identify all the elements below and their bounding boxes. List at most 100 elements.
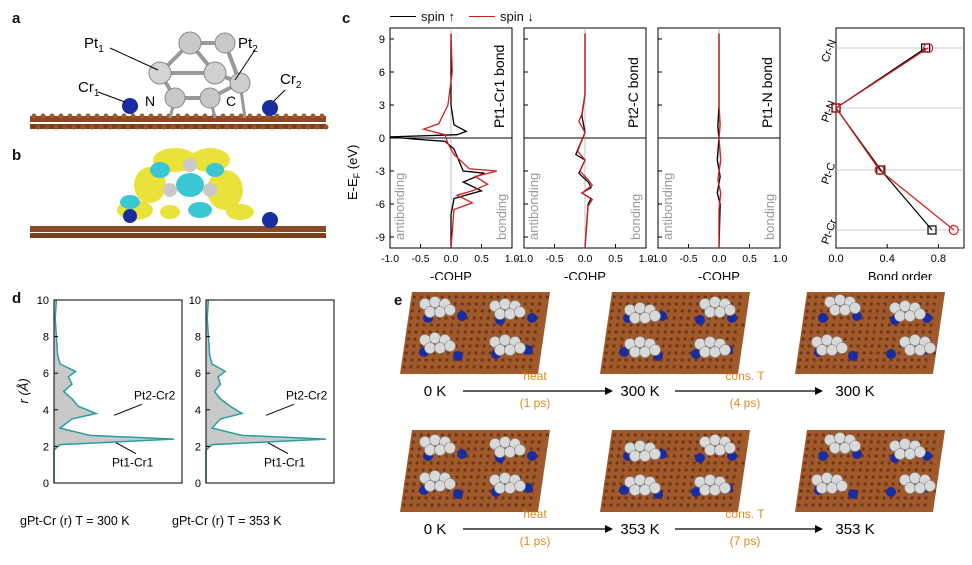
cohp-panel-3: -1.0 -0.5 0.0 0.5 1.0 -COHP antibonding bonding…: [649, 27, 787, 280]
pt-atom: [634, 440, 646, 452]
cr-atom: [695, 315, 705, 325]
pt-atom: [424, 444, 436, 456]
cohp-series-spin-up: [716, 33, 721, 249]
pt-atom: [834, 294, 846, 306]
panel-label-e: e: [394, 292, 403, 309]
cohp-xtick-label: 0.0: [578, 253, 593, 265]
svg-text:E-EF (eV): E-EF (eV): [345, 145, 362, 200]
pt-atom: [821, 334, 833, 346]
pt-atom: [499, 436, 511, 448]
rdf-ytick-label: 6: [195, 368, 201, 380]
step-heat-time: (1 ps): [520, 534, 551, 548]
pt-atom: [826, 344, 838, 356]
pt-atom: [434, 306, 446, 318]
pt-atom: [634, 302, 646, 314]
rdf-ytick-label: 0: [43, 478, 49, 490]
rdf-ytick-label: 10: [37, 295, 49, 307]
pt-atom: [724, 304, 736, 316]
cr-atom: [453, 351, 463, 361]
annotation-leader-pt1-cr1: [115, 442, 137, 455]
pt-atom: [714, 306, 726, 318]
temp-mid: 353 K: [620, 521, 659, 538]
cohp-ylabel: E-EF (eV): [345, 145, 362, 200]
cohp-xlabel: -COHP: [564, 269, 606, 280]
bond-order-marker-spin-down: [948, 224, 959, 236]
pt-atom: [444, 478, 456, 490]
step-const-t-time: (4 ps): [730, 396, 761, 410]
pt-atom: [494, 446, 506, 458]
bond-title: Pt1-N bond: [759, 57, 775, 128]
pt-atom: [429, 332, 441, 344]
pt-atom: [909, 472, 921, 484]
legend-swatch-spin-up: [390, 15, 416, 18]
cohp-xtick-label: 0.0: [712, 253, 727, 265]
pt-atom: [504, 482, 516, 494]
bond-order-marker-spin-down: [874, 164, 885, 176]
pt-atom: [639, 450, 651, 462]
panel-b-charge-density: [30, 148, 326, 238]
pt-atom: [504, 308, 516, 320]
md-snapshot-r2-1: [400, 430, 550, 512]
pt-atom: [429, 296, 441, 308]
temp-end: 353 K: [835, 521, 874, 538]
temp-end: 300 K: [835, 383, 874, 400]
bond-order-xtick-label: 0.8: [931, 253, 946, 265]
pt-atom: [434, 342, 446, 354]
rdf-ytick-label: 0: [195, 478, 201, 490]
pt-atom: [914, 308, 926, 320]
cohp-series-spin-down: [576, 33, 594, 249]
cohp-xtick-label: -1.0: [515, 253, 533, 265]
pt-atom: [649, 482, 661, 494]
pt-atom: [629, 450, 641, 462]
pt-atom: [904, 310, 916, 322]
arrowhead-heat: [605, 525, 613, 533]
annotation-pt1-cr1: Pt1-Cr1: [112, 456, 154, 470]
pt-atom: [899, 300, 911, 312]
cohp-xtick-label: -0.5: [411, 253, 429, 265]
cr-atom: [527, 451, 537, 461]
pt-atom: [839, 442, 851, 454]
cr-atom: [848, 351, 858, 361]
bonding-label: bonding: [628, 194, 643, 240]
pt-atom: [719, 344, 731, 356]
pt-atom: [909, 334, 921, 346]
pt-atom: [704, 474, 716, 486]
cohp-ytick-label: 9: [379, 34, 385, 46]
pt-atom: [494, 344, 506, 356]
pt-atom: [649, 310, 661, 322]
md-snapshot-r2-3: [795, 430, 945, 512]
md-snapshot-r1-1: [400, 292, 550, 374]
atom-label-pt2: Pt2: [238, 35, 258, 55]
pt-atom: [444, 442, 456, 454]
md-snapshots: 0 K 300 K 300 K heat (1 ps) cons. T (4 ps) 0 K 3…: [400, 292, 945, 548]
pt-atom: [634, 336, 646, 348]
panel-a-structure: Pt1 Pt2 Cr1 Cr2 N C: [30, 31, 329, 130]
step-heat-label: heat: [523, 507, 547, 521]
annotation-leader-pt2-cr2: [265, 403, 295, 416]
md-snapshot-r1-2: [600, 292, 750, 374]
pt-atom: [699, 484, 711, 496]
pt-atom: [499, 334, 511, 346]
pt-atom: [494, 482, 506, 494]
temp-start: 0 K: [424, 383, 447, 400]
cr-atom: [691, 349, 701, 359]
legend-label-spin-down: spin ↓: [499, 9, 534, 24]
pt-atom: [914, 482, 926, 494]
cohp-plots: 9 6 3 0 -3 -6 -9 -1.0 -0.5 0.0 0.5 1.0 -COHP antibond…: [375, 27, 787, 280]
arrowhead-heat: [605, 387, 613, 395]
legend-swatch-spin-down: [468, 15, 495, 18]
rdf-ytick-label: 2: [195, 441, 201, 453]
rdf-frame: [205, 299, 335, 484]
pt-atom: [649, 448, 661, 460]
atom-label-c: C: [226, 93, 236, 109]
panel-label-b: b: [12, 147, 22, 164]
pt-atom: [839, 304, 851, 316]
cohp-xtick-label: -0.5: [679, 253, 697, 265]
bond-order-xlabel: Bond order: [868, 269, 933, 280]
cohp-xtick-label: 0.0: [444, 253, 459, 265]
rdf-xlabel: gPt-Cr (r) T = 353 K: [172, 514, 282, 528]
cr-atom: [457, 311, 467, 321]
rdf-ytick-label: 8: [43, 332, 49, 344]
pt-atom: [714, 444, 726, 456]
pt-atom: [836, 480, 848, 492]
